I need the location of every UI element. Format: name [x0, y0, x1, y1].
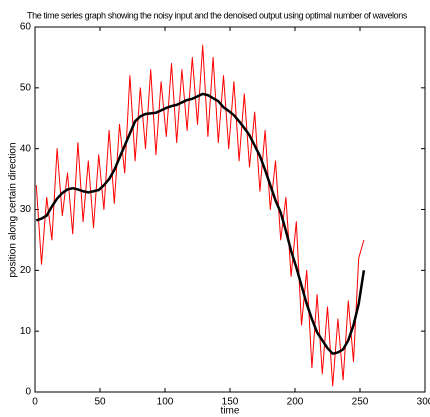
y-tick-label: 50 [20, 82, 32, 93]
y-tick-label: 40 [20, 143, 32, 154]
x-tick-label: 150 [222, 397, 239, 408]
x-tick-label: 50 [94, 397, 106, 408]
y-tick-label: 10 [20, 326, 32, 337]
x-tick-label: 0 [32, 397, 38, 408]
y-tick-label: 20 [20, 265, 32, 276]
y-tick-label: 30 [20, 204, 32, 215]
chart-title: The time series graph showing the noisy … [27, 10, 408, 20]
x-tick-label: 200 [287, 397, 304, 408]
y-tick-label: 0 [25, 387, 31, 398]
x-tick-label: 100 [157, 397, 174, 408]
x-axis-label: time [221, 406, 240, 417]
y-axis-label: position along certain direction [8, 142, 19, 277]
x-tick-label: 300 [417, 397, 430, 408]
series-line [35, 44, 365, 387]
plot-frame [34, 26, 426, 393]
series-line [35, 92, 366, 355]
x-tick-label: 250 [352, 397, 369, 408]
y-tick-label: 60 [20, 22, 32, 33]
